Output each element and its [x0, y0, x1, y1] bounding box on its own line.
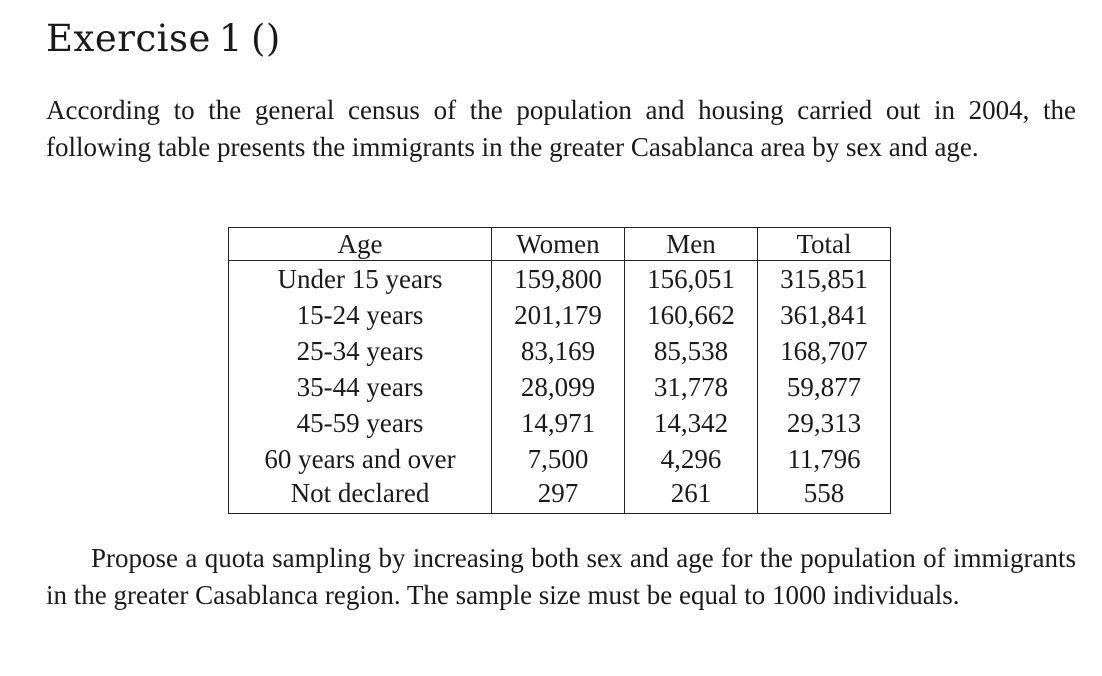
cell-age: Under 15 years — [277, 264, 443, 294]
question-paragraph: Propose a quota sampling by increasing b… — [46, 543, 1076, 610]
cell-women: 201,179 — [491, 297, 625, 333]
cell-total: 168,707 — [757, 333, 891, 369]
exercise-page: Exercise 1() According to the general cen… — [46, 14, 1076, 610]
cell-age: 35-44 years — [296, 372, 424, 402]
census-table-wrapper: Age Women Men Total Under 15 years 159,8… — [228, 227, 891, 514]
cell-women: 14,971 — [491, 405, 625, 441]
cell-women: 159,800 — [491, 260, 625, 297]
header-total: Total — [757, 227, 891, 261]
cell-women: 83,169 — [491, 333, 625, 369]
cell-total: 558 — [757, 477, 891, 514]
exercise-number: 1 — [218, 17, 243, 60]
cell-men: 14,342 — [624, 405, 758, 441]
table-row: 25-34 years 83,169 85,538 168,707 — [229, 333, 891, 369]
exercise-title-word: Exercise — [46, 17, 211, 60]
cell-age: 15-24 years — [296, 300, 424, 330]
cell-men: 160,662 — [624, 297, 758, 333]
cell-men: 261 — [624, 477, 758, 514]
header-men: Men — [624, 227, 758, 261]
cell-men: 4,296 — [624, 441, 758, 477]
cell-total: 361,841 — [757, 297, 891, 333]
cell-total: 59,877 — [757, 369, 891, 405]
table-row: Under 15 years 159,800 156,051 315,851 — [229, 260, 891, 297]
exercise-title: Exercise 1() — [46, 14, 1076, 64]
header-age: Age — [228, 227, 492, 261]
table-row: 15-24 years 201,179 160,662 361,841 — [229, 297, 891, 333]
cell-men: 31,778 — [624, 369, 758, 405]
table-row: 60 years and over 7,500 4,296 11,796 — [229, 441, 891, 477]
header-women: Women — [491, 227, 625, 261]
cell-age: 60 years and over — [264, 444, 456, 474]
cell-men: 156,051 — [624, 260, 758, 297]
table-row: Not declared 297 261 558 — [229, 477, 891, 514]
cell-total: 11,796 — [757, 441, 891, 477]
intro-paragraph: According to the general census of the p… — [46, 95, 1076, 162]
cell-age: Not declared — [290, 478, 430, 508]
cell-women: 28,099 — [491, 369, 625, 405]
table-row: 35-44 years 28,099 31,778 59,877 — [229, 369, 891, 405]
cell-total: 315,851 — [757, 260, 891, 297]
census-table: Age Women Men Total Under 15 years 159,8… — [228, 227, 891, 514]
cell-age: 25-34 years — [296, 336, 424, 366]
cell-total: 29,313 — [757, 405, 891, 441]
table-row: 45-59 years 14,971 14,342 29,313 — [229, 405, 891, 441]
exercise-title-parens: () — [250, 17, 281, 60]
cell-men: 85,538 — [624, 333, 758, 369]
cell-age: 45-59 years — [296, 408, 424, 438]
cell-women: 7,500 — [491, 441, 625, 477]
cell-women: 297 — [491, 477, 625, 514]
table-header-row: Age Women Men Total — [228, 227, 891, 261]
